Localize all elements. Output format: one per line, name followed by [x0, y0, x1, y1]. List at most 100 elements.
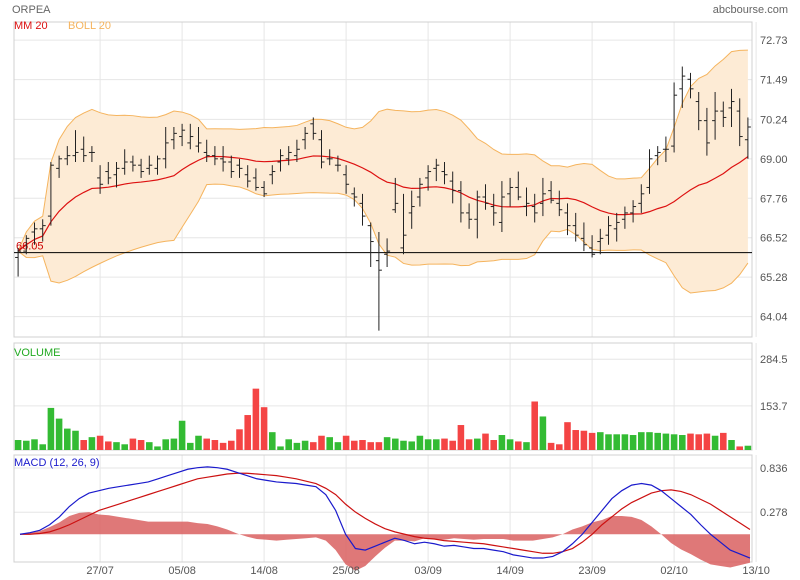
volume-bar [670, 434, 678, 450]
ohlc-bar [318, 130, 325, 169]
volume-bar [88, 437, 96, 450]
ohlc-bar [334, 155, 341, 172]
ohlc-bar [343, 165, 350, 194]
ohlc-bar [195, 127, 202, 153]
macd-line [19, 466, 751, 559]
volume-bar [703, 433, 711, 450]
ohlc-bar [671, 82, 678, 153]
volume-bar [14, 440, 22, 450]
ohlc-bar [384, 238, 391, 267]
volume-bar [293, 442, 301, 450]
volume-bar [695, 434, 702, 450]
y-tick-label: 153.7 [760, 401, 788, 413]
y-tick-label: 0.836 [760, 463, 788, 475]
volume-bar [711, 435, 719, 450]
support-label: 66.05 [16, 241, 44, 253]
ohlc-bar [433, 158, 440, 182]
bollinger-lower-line [17, 183, 749, 294]
volume-bar [375, 442, 383, 450]
ohlc-bar [654, 146, 661, 166]
ohlc-bar [646, 149, 653, 194]
x-tick-label: 25/08 [332, 565, 360, 577]
ohlc-bar [695, 92, 702, 131]
x-tick-label: 02/10 [660, 565, 688, 577]
ohlc-bar [703, 107, 710, 156]
macd-histogram [20, 512, 750, 571]
volume-bar [416, 435, 424, 450]
volume-bar [285, 439, 292, 450]
ohlc-bar [211, 146, 218, 166]
volume-bar [113, 442, 120, 450]
volume-bar [531, 401, 538, 450]
source-label[interactable]: abcbourse.com [713, 4, 788, 16]
ohlc-bar [548, 181, 555, 204]
volume-bar [195, 435, 202, 450]
ohlc-bar [474, 190, 481, 239]
volume-bar [646, 432, 653, 450]
ohlc-bar [23, 235, 30, 255]
ohlc-bar [441, 162, 448, 185]
ohlc-bar [482, 184, 489, 210]
x-tick-label: 14/08 [250, 565, 278, 577]
volume-bar [129, 438, 137, 450]
volume-bar [105, 441, 112, 450]
bollinger-band-fill [18, 50, 748, 293]
ohlc-bar [408, 190, 415, 229]
volume-bar [498, 435, 506, 450]
ohlc-bar [56, 155, 63, 178]
ohlc-bar [72, 130, 79, 162]
ohlc-bar [121, 149, 128, 175]
ohlc-bar [679, 66, 686, 108]
ohlc-bar [302, 127, 309, 150]
volume-bar [433, 439, 440, 450]
volume-bar [244, 415, 251, 450]
y-tick-label: 0.278 [760, 507, 788, 519]
ohlc-bar [515, 171, 522, 201]
volume-bar [687, 433, 694, 450]
x-tick-label: 27/07 [86, 565, 114, 577]
y-tick-label: 66.52 [760, 233, 788, 245]
panel-frame [13, 21, 753, 338]
y-tick-label: 67.76 [760, 193, 788, 205]
y-tick-label: 69.00 [760, 154, 788, 166]
ohlc-bar [88, 146, 95, 162]
y-tick-label: 65.28 [760, 272, 788, 284]
ohlc-bar [138, 158, 145, 178]
ohlc-bar [228, 155, 235, 178]
ohlc-bar [605, 216, 612, 245]
volume-bar [334, 442, 342, 450]
volume-bar [662, 433, 670, 450]
volume-bar [580, 430, 588, 450]
y-tick-label: 64.04 [760, 312, 788, 324]
ohlc-bar [556, 190, 563, 217]
ohlc-bar [720, 101, 727, 127]
ohlc-bar [613, 212, 620, 242]
volume-bar [301, 440, 309, 450]
ohlc-bar [712, 92, 719, 140]
volume-title: VOLUME [14, 347, 60, 359]
price-panel: 72.73 71.49 70.24 69.00 67.76 66.52 65.28 64.04… [13, 21, 788, 338]
ohlc-bar [310, 117, 317, 140]
volume-bar [55, 418, 63, 450]
ohlc-bar [589, 235, 596, 258]
volume-bar [64, 428, 71, 450]
volume-bar [178, 420, 186, 450]
volume-bar [170, 438, 178, 450]
volume-bar [654, 432, 661, 450]
y-tick-label: 71.49 [760, 75, 788, 87]
legend-ma: MM 20 [14, 20, 48, 32]
ohlc-bar [736, 98, 743, 147]
volume-bar [564, 422, 571, 450]
volume-bar [506, 439, 514, 450]
x-tick-label: 03/09 [414, 565, 442, 577]
ohlc-bar [531, 193, 538, 223]
ohlc-bar [638, 184, 645, 213]
symbol-title: ORPEA [12, 4, 51, 16]
ohlc-bar [449, 171, 456, 204]
volume-bar [572, 430, 579, 450]
volume-bar [121, 444, 128, 450]
volume-bar [72, 430, 79, 450]
volume-bar [720, 432, 727, 450]
volume-bar [556, 444, 563, 450]
ohlc-bar [326, 149, 333, 166]
